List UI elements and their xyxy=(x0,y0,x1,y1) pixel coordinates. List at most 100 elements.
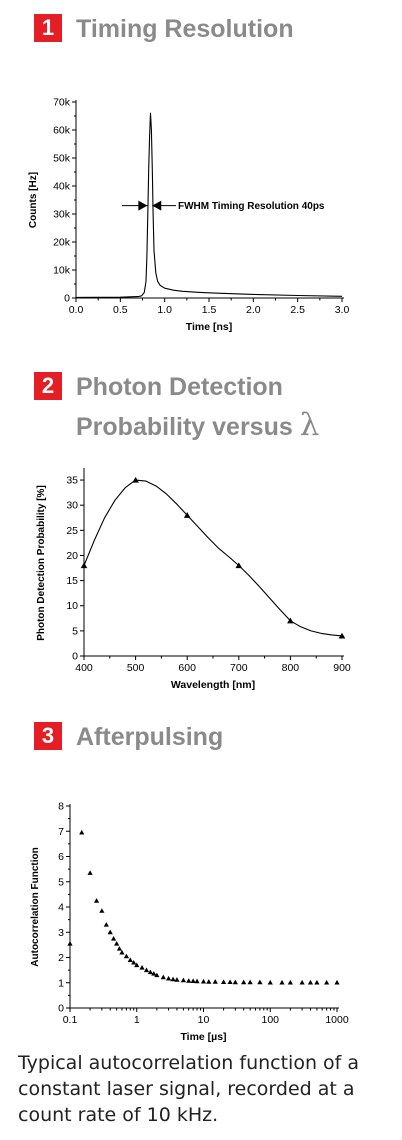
fwhm-right-arrowhead xyxy=(152,200,162,211)
afterpulsing-chart: 0 1 2 3 4 5 6 7 8 0.1 1 10 100 1000 Time [µs] Autocorre… xyxy=(30,801,349,1044)
data-point xyxy=(190,978,196,983)
data-point xyxy=(114,941,120,946)
y-tick-label: 1 xyxy=(58,977,64,989)
x-axis-label: Time [ns] xyxy=(186,321,232,333)
data-point xyxy=(127,957,133,963)
x-axis-label: Time [µs] xyxy=(180,1031,226,1043)
y-tick-label: 70k xyxy=(53,97,71,109)
data-line xyxy=(83,479,343,637)
x-tick-label: 400 xyxy=(75,662,93,674)
section-title: Timing Resolution xyxy=(76,15,294,43)
fwhm-annotation: FWHM Timing Resolution 40ps xyxy=(178,201,325,212)
data-point xyxy=(227,979,233,984)
y-axis-label: Photon Detection Probability [%] xyxy=(36,485,47,641)
data-point xyxy=(151,971,157,976)
x-tick-label: 700 xyxy=(230,662,248,674)
x-axis-label: Wavelength [nm] xyxy=(171,679,255,691)
data-point xyxy=(123,953,130,959)
y-tick-label: 35 xyxy=(66,475,78,487)
y-tick-label: 40k xyxy=(53,181,71,193)
y-tick-label: 2 xyxy=(58,952,64,964)
y-tick-label: 3 xyxy=(58,927,64,939)
y-tick-label: 10k xyxy=(53,265,71,277)
section-title: Photon Detection Probability versus λ xyxy=(76,372,319,442)
data-point xyxy=(287,979,293,985)
data-point xyxy=(87,870,93,875)
photon-detection-probability-chart: 0 5 10 15 20 25 30 35 400 500 600 700 800 900 Waveleng… xyxy=(36,468,351,691)
data-point xyxy=(111,935,117,941)
x-tick-label: 10 xyxy=(198,1014,210,1026)
data-point xyxy=(93,898,100,903)
section-3-header: 3 Afterpulsing xyxy=(34,722,223,752)
y-tick-label: 30 xyxy=(66,500,78,512)
data-point xyxy=(257,979,263,985)
data-point xyxy=(180,977,187,983)
data-line xyxy=(75,112,343,298)
data-point xyxy=(194,978,200,984)
data-point xyxy=(119,949,125,955)
data-point-marker xyxy=(338,632,346,639)
y-axis-label: Counts [Hz] xyxy=(28,172,39,228)
data-point xyxy=(139,965,145,970)
data-point xyxy=(200,978,207,984)
section-2-header: 2 Photon Detection Probability versus λ xyxy=(34,372,319,442)
data-point xyxy=(334,979,340,985)
x-tick-label: 1000 xyxy=(325,1014,349,1026)
x-tick-label: 500 xyxy=(127,662,145,674)
section-title-line-1: Photon Detection xyxy=(76,373,283,401)
data-point xyxy=(186,978,192,983)
data-point xyxy=(241,979,247,985)
y-tick-label: 25 xyxy=(66,525,78,537)
data-point xyxy=(267,979,273,985)
data-point xyxy=(79,829,85,835)
section-number-badge: 3 xyxy=(34,722,62,750)
lambda-symbol: λ xyxy=(299,407,320,443)
y-tick-label: 20 xyxy=(66,550,78,562)
x-tick-label: 1 xyxy=(134,1014,140,1026)
x-tick-label: 1.5 xyxy=(202,304,217,316)
data-point-marker xyxy=(80,562,88,569)
y-tick-label: 0 xyxy=(72,651,78,663)
x-tick-label: 1.0 xyxy=(157,304,172,316)
data-point xyxy=(134,962,140,968)
y-tick-label: 6 xyxy=(58,851,64,863)
x-tick-label: 0.5 xyxy=(113,304,128,316)
data-point xyxy=(247,979,253,985)
y-tick-label: 5 xyxy=(72,625,78,637)
y-axis-label: Autocorrelation Function xyxy=(30,847,41,966)
x-tick-label: 800 xyxy=(282,662,300,674)
chart-caption: Typical autocorrelation function of a co… xyxy=(18,1052,360,1126)
x-tick-label: 2.5 xyxy=(290,304,305,316)
data-point xyxy=(160,974,166,980)
data-point-marker xyxy=(132,476,139,483)
data-point xyxy=(99,908,105,913)
x-tick-label: 0.0 xyxy=(69,304,84,316)
y-tick-label: 10 xyxy=(66,600,78,612)
y-tick-label: 30k xyxy=(53,209,71,221)
x-tick-label: 900 xyxy=(333,662,351,674)
data-point xyxy=(220,979,227,984)
data-point xyxy=(232,979,238,985)
y-tick-label: 50k xyxy=(53,153,71,165)
section-number-badge: 1 xyxy=(34,14,62,42)
x-tick-label: 100 xyxy=(261,1014,279,1026)
data-point xyxy=(131,959,137,965)
fwhm-left-arrowhead xyxy=(138,200,148,211)
x-tick-label: 0.1 xyxy=(63,1014,78,1026)
data-point xyxy=(67,941,73,946)
y-tick-label: 7 xyxy=(58,826,64,838)
data-point xyxy=(143,967,150,973)
data-point xyxy=(107,929,113,935)
y-tick-label: 4 xyxy=(58,902,64,914)
y-tick-label: 0 xyxy=(64,293,70,305)
y-tick-label: 15 xyxy=(66,575,78,587)
y-tick-label: 0 xyxy=(58,1003,64,1015)
data-point xyxy=(174,977,180,982)
section-title: Afterpulsing xyxy=(76,723,224,751)
data-point xyxy=(103,922,109,927)
data-point-marker xyxy=(183,512,191,518)
y-tick-label: 60k xyxy=(53,125,71,137)
data-point xyxy=(170,976,176,982)
data-point-marker xyxy=(235,562,243,569)
data-point xyxy=(324,979,330,985)
